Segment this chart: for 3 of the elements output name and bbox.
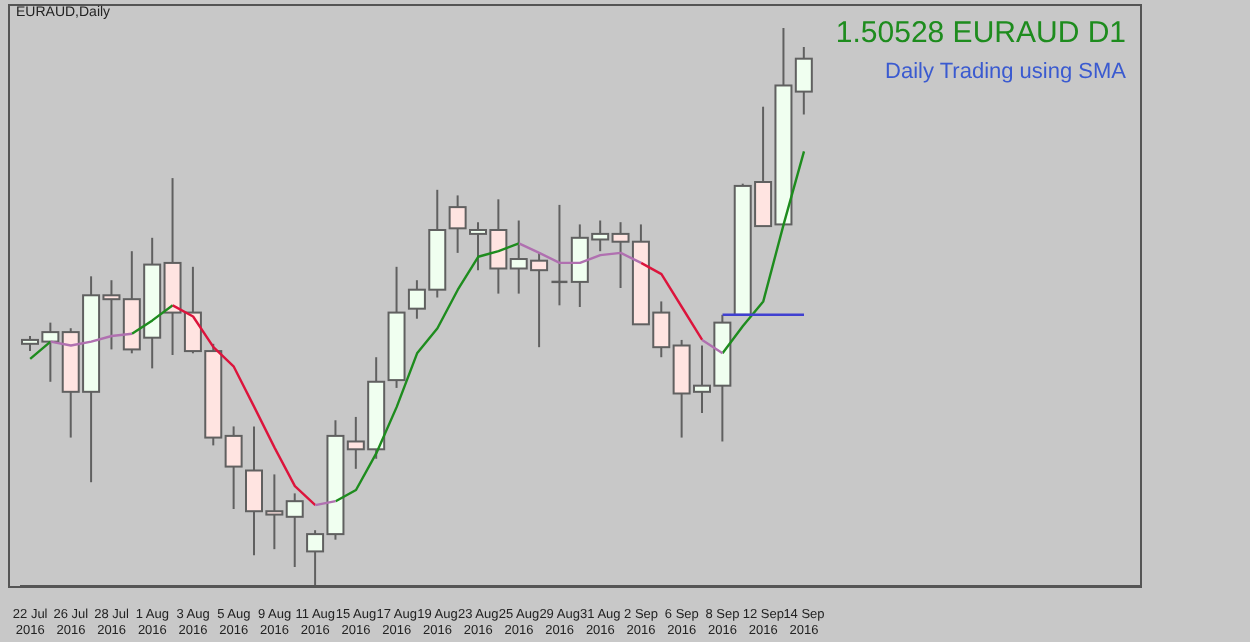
text: Daily Trading using SMA: [885, 60, 1126, 84]
candlestick: [448, 194, 467, 254]
text: 1.50528 EURAUD D1: [835, 16, 1126, 50]
